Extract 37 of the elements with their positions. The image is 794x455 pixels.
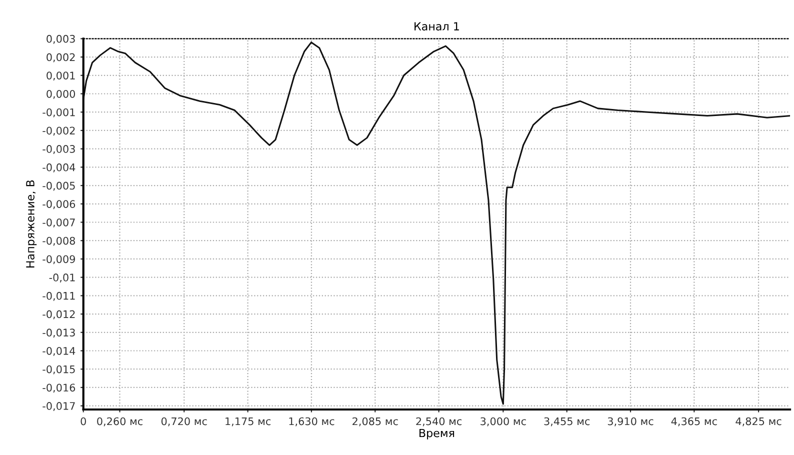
x-tick-label: 3,910 мс xyxy=(608,417,654,426)
y-tick-label: -0,003 xyxy=(42,145,75,154)
x-tick-label: 4,825 мс xyxy=(736,417,782,426)
chart-title: Канал 1 xyxy=(414,22,459,30)
y-tick-label: -0,002 xyxy=(42,126,75,136)
x-tick-label: 1,630 мс xyxy=(289,417,334,426)
x-tick-label: 3,455 мс xyxy=(544,417,590,426)
x-tick-label: 0 xyxy=(80,417,86,426)
y-tick-label: -0,013 xyxy=(42,328,75,338)
x-tick-label: 1,175 мс xyxy=(226,417,271,426)
y-tick-label: 0,000 xyxy=(46,90,76,99)
line-series xyxy=(83,42,790,405)
y-tick-label: -0,01 xyxy=(49,274,75,282)
y-tick-label: -0,016 xyxy=(42,384,76,393)
y-tick-label: 0,002 xyxy=(46,53,75,62)
y-tick-label: -0,008 xyxy=(42,236,76,246)
y-tick-label: -0,004 xyxy=(42,163,76,172)
x-tick-label: 3,000 мс xyxy=(480,417,526,426)
y-tick-label: 0,003 xyxy=(46,34,75,44)
y-tick-label: -0,005 xyxy=(42,182,75,191)
y-axis-title: Напряжение, В xyxy=(26,180,37,268)
y-tick-label: -0,009 xyxy=(42,255,75,264)
y-tick-label: -0,006 xyxy=(42,200,76,210)
y-tick-label: -0,017 xyxy=(42,402,75,411)
y-tick-label: -0,011 xyxy=(42,292,75,301)
x-tick-label: 0,260 мс xyxy=(97,417,142,426)
y-tick-label: -0,001 xyxy=(42,108,75,118)
y-tick-label: -0,012 xyxy=(42,310,75,320)
y-tick-label: -0,015 xyxy=(42,365,75,374)
y-tick-label: -0,014 xyxy=(42,346,76,356)
x-tick-label: 0,720 мс xyxy=(161,417,207,426)
x-axis-title: Время xyxy=(420,428,454,440)
y-tick-label: -0,007 xyxy=(42,218,75,228)
x-tick-label: 2,540 мс xyxy=(416,417,462,426)
x-tick-label: 2,085 мс xyxy=(352,417,398,426)
y-tick-label: 0,001 xyxy=(46,72,75,81)
x-tick-label: 4,365 мс xyxy=(671,417,717,426)
